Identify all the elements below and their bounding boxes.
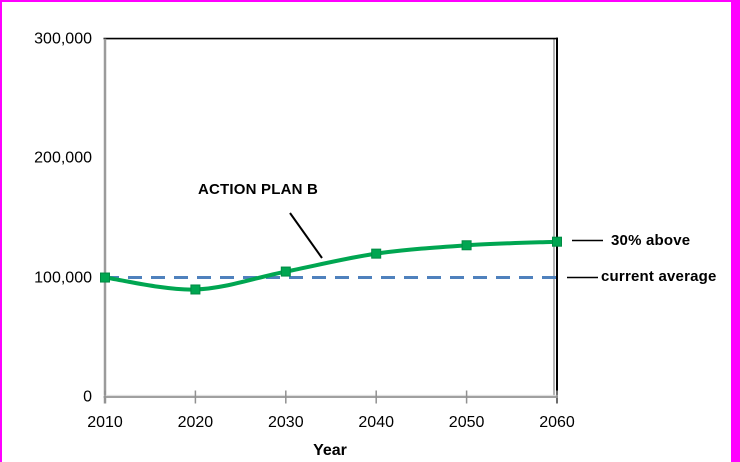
data-point-marker: [100, 272, 110, 283]
x-axis-title: Year: [313, 442, 347, 459]
data-point-marker: [190, 284, 201, 295]
data-point-marker: [280, 266, 291, 277]
annotation-current-average: current average: [601, 268, 717, 285]
x-tick-label: 2020: [177, 414, 214, 431]
x-tick-label: 2050: [448, 414, 485, 431]
frame-border-left: [0, 0, 2, 462]
frame-border-right: [731, 0, 740, 462]
y-tick-label: 200,000: [34, 149, 92, 167]
x-tick-label: 2010: [87, 414, 123, 431]
action-plan-b-line: [103, 239, 559, 292]
x-tick-label: 2060: [539, 414, 575, 431]
y-tick-label: 300,000: [34, 30, 92, 48]
data-point-marker: [371, 248, 382, 259]
data-point-marker: [461, 240, 472, 251]
annotation-30-percent-above: 30% above: [611, 232, 691, 249]
y-tick-label: 0: [83, 388, 92, 406]
y-tick-label: 100,000: [34, 269, 92, 287]
x-tick-label: 2040: [358, 414, 394, 431]
frame-border-top: [0, 0, 740, 2]
x-tick-label: 2030: [268, 414, 304, 431]
action-plan-b-leader-line: [289, 212, 323, 259]
series-label-action-plan-b: ACTION PLAN B: [197, 181, 319, 198]
data-point-marker: [552, 236, 562, 247]
